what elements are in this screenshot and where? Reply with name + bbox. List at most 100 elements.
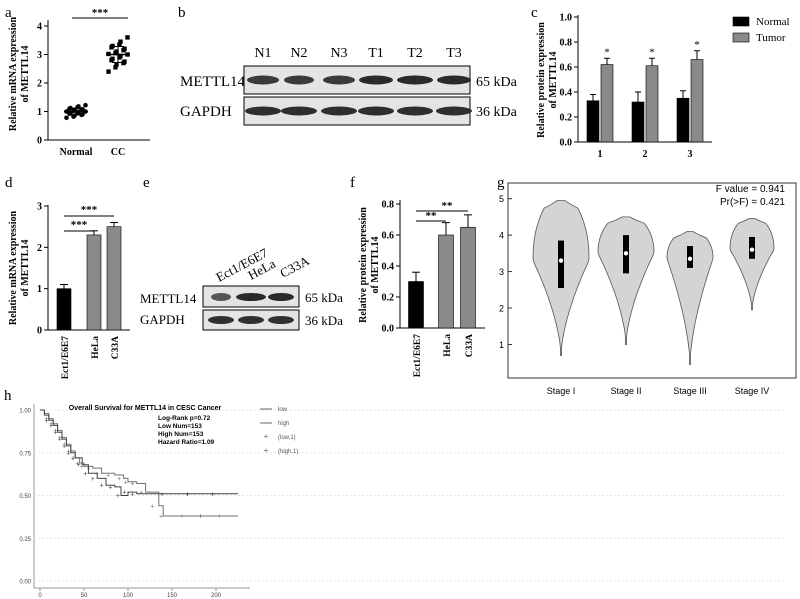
censor-mark: + — [75, 461, 79, 468]
y-tick-label: 0.25 — [19, 537, 31, 543]
censor-mark: + — [77, 462, 81, 469]
data-point — [114, 62, 119, 67]
x-tick-label: 100 — [123, 593, 134, 599]
x-tick-label: Stage IV — [735, 386, 770, 396]
km-legend: low high + (low,1) + (high,1) — [260, 407, 298, 455]
y-tick-label: 0.8 — [382, 200, 395, 211]
bar — [645, 65, 659, 143]
panel-letter-e: e — [143, 175, 150, 191]
x-tick-label: 0 — [38, 593, 42, 599]
censor-mark: + — [83, 471, 87, 478]
data-point — [76, 104, 81, 109]
lane-label: T3 — [446, 46, 462, 61]
censor-mark: + — [130, 481, 134, 488]
violin — [729, 218, 775, 311]
panel-letter-h: h — [4, 388, 12, 404]
y-tick-label: 0.50 — [19, 494, 31, 500]
y-tick-label: 0.6 — [560, 63, 573, 74]
bar — [631, 101, 645, 143]
bar — [408, 281, 424, 329]
sig-mark: * — [649, 46, 655, 58]
legend-label: (high,1) — [278, 449, 298, 455]
x-tick-label: C33A — [465, 334, 475, 357]
protein-band — [358, 106, 394, 116]
protein-band — [437, 75, 471, 85]
censor-mark: + — [185, 491, 189, 498]
y-tick-label: 0.2 — [560, 113, 573, 124]
ylabel2-a: of METTL14 — [20, 46, 31, 103]
violin — [597, 216, 655, 345]
kda-label: 36 kDa — [476, 105, 518, 120]
censor-mark: + — [58, 435, 62, 442]
x-tick-label: HeLa — [443, 334, 453, 357]
protein-band — [247, 75, 279, 85]
data-point — [110, 56, 115, 61]
y-tick-label: 3 — [37, 202, 42, 213]
median-dot — [687, 256, 693, 262]
protein-band — [245, 106, 281, 116]
censor-mark: + — [71, 455, 75, 462]
y-tick-label: 3 — [37, 50, 42, 61]
protein-band — [268, 316, 294, 324]
y-tick-label: 3 — [499, 267, 504, 277]
legend-label: Normal — [756, 16, 790, 28]
y-tick-label: 5 — [499, 194, 504, 204]
x-tick-label: 1 — [598, 149, 603, 160]
data-point — [80, 112, 85, 117]
sig-d: *** — [81, 204, 98, 216]
panel-g: g F value = 0.941 Pr(>F) = 0.421 1 2 3 4 5 St… — [497, 175, 797, 396]
censor-mark: + — [199, 514, 203, 521]
x-tick-label: 50 — [81, 593, 88, 599]
stat-text: Pr(>F) = 0.421 — [720, 197, 785, 208]
x-tick-label: 2 — [643, 149, 648, 160]
ylabel2-c: of METTL14 — [548, 52, 559, 109]
median-dot — [749, 247, 755, 252]
censor-mark: + — [122, 490, 126, 497]
legend-label: Tumor — [756, 32, 786, 44]
censor-mark: + — [108, 484, 112, 491]
censor-mark: + — [62, 442, 66, 449]
censor-mark: + — [53, 428, 57, 435]
y-tick-label: 0.6 — [382, 231, 395, 242]
ylabel-c: Relative protein expression — [536, 22, 547, 138]
protein-band — [323, 75, 355, 85]
kda-label: 36 kDa — [305, 313, 343, 328]
censor-mark: + — [160, 491, 164, 498]
protein-band — [268, 293, 294, 301]
y-tick-label: 2 — [37, 79, 42, 90]
sig-mark: * — [694, 39, 700, 51]
data-point — [113, 65, 118, 70]
data-point — [118, 53, 123, 59]
y-tick-label: 1 — [37, 284, 42, 295]
bar — [690, 59, 704, 143]
censor-mark: + — [45, 416, 49, 423]
panel-letter-c: c — [531, 5, 538, 21]
ylabel-d: Relative mRNA expression — [8, 210, 19, 325]
km-stat: Log-Rank p=0.72 — [158, 415, 211, 422]
censor-mark: + — [130, 491, 134, 498]
censor-mark: + — [100, 483, 104, 490]
y-tick-label: 0.00 — [19, 580, 31, 586]
censor-mark: + — [139, 490, 143, 497]
box-iqr — [558, 240, 564, 288]
lane-label: T1 — [368, 46, 384, 61]
y-tick-label: 0.75 — [19, 451, 31, 457]
data-point — [110, 43, 115, 49]
bar — [460, 226, 476, 329]
protein-band — [281, 106, 317, 116]
plus-icon: + — [264, 446, 269, 455]
bar — [438, 234, 454, 329]
x-tick-label: 200 — [211, 593, 222, 599]
bar — [86, 234, 102, 331]
censor-mark: + — [49, 423, 53, 430]
violin — [666, 231, 714, 365]
bar — [56, 288, 72, 331]
y-tick-label: 2 — [37, 243, 42, 254]
lane-label: N2 — [290, 46, 307, 61]
censor-mark: + — [217, 514, 221, 521]
protein-band — [397, 75, 433, 85]
bar — [106, 226, 122, 331]
ylabel2-d: of METTL14 — [20, 240, 31, 297]
censor-mark: + — [67, 450, 71, 457]
y-tick-label: 0 — [37, 326, 42, 337]
